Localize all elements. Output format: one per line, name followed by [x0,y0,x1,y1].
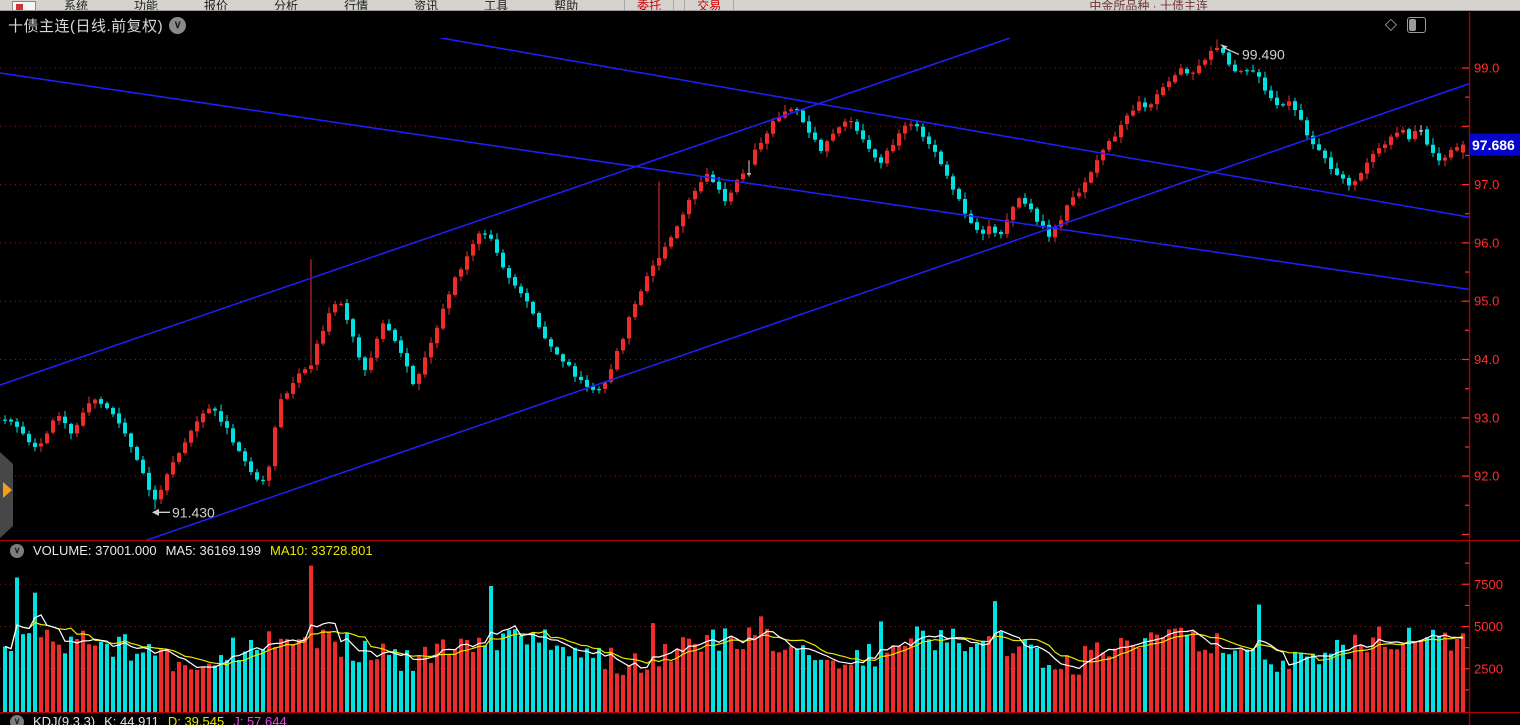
diamond-tool-icon[interactable]: ◇ [1384,16,1397,33]
menubar: 系统 功能 报价 分析 行情 资讯 工具 帮助 委托 交易 中金所品种 · 十债… [0,0,1520,11]
menu-item-news[interactable]: 资讯 [414,0,439,11]
kdj-pane-header: ∨ KDJ(9,3,3) K: 44.911 D: 39.545 J: 57.6… [4,713,287,725]
svg-text:92.0: 92.0 [1474,469,1499,484]
app-logo-icon[interactable] [12,1,36,10]
kdj-j-value: J: 57.644 [233,714,287,725]
svg-text:94.0: 94.0 [1474,352,1499,367]
last-price-badge: 97.686 [1472,137,1515,153]
menu-item-market[interactable]: 行情 [344,0,369,11]
volume-pane-header: ∨ VOLUME: 37001.000 MA5: 36169.199 MA10:… [4,542,373,559]
expand-arrow-icon [3,482,12,498]
menu-item-quotes[interactable]: 报价 [204,0,229,11]
svg-text:7500: 7500 [1474,577,1503,592]
kdj-d-value: D: 39.545 [167,714,225,725]
title-chevron-down-icon[interactable]: ∨ [169,16,187,34]
kdj-chevron-down-icon[interactable]: ∨ [10,714,24,725]
high-annotation: 99.490 [1242,46,1285,62]
low-annotation: 91.430 [172,504,215,520]
split-layout-icon[interactable] [1407,17,1426,33]
volume-ma5-value: MA5: 36169.199 [165,543,261,558]
menu-item-analysis[interactable]: 分析 [274,0,299,11]
menu-item-system[interactable]: 系统 [64,0,89,11]
menu-item-function[interactable]: 功能 [134,0,159,11]
volume-chevron-down-icon[interactable]: ∨ [10,543,24,558]
menu-item-help[interactable]: 帮助 [554,0,579,11]
volume-ma10-value: MA10: 33728.801 [269,543,373,558]
svg-text:97.0: 97.0 [1474,177,1499,192]
menu-item-order[interactable]: 委托 [624,0,675,10]
kdj-name: KDJ(9,3,3) [33,714,96,725]
instrument-title: 十债主连(日线.前复权) [8,17,164,35]
svg-text:93.0: 93.0 [1474,410,1499,425]
svg-text:2500: 2500 [1474,661,1503,676]
chart-header: 十债主连(日线.前复权) ∨ ◇ [0,12,1466,38]
svg-text:96.0: 96.0 [1474,235,1499,250]
volume-value: VOLUME: 37001.000 [33,543,157,558]
menu-item-trade[interactable]: 交易 [684,0,735,10]
kdj-k-value: K: 44.911 [104,714,159,725]
svg-text:99.0: 99.0 [1474,61,1499,76]
menu-item-tools[interactable]: 工具 [484,0,509,11]
left-slide-handle [0,452,13,538]
svg-text:95.0: 95.0 [1474,294,1499,309]
svg-text:5000: 5000 [1474,619,1503,634]
menubar-promo-text: 中金所品种 · 十债主连 [1089,0,1208,11]
